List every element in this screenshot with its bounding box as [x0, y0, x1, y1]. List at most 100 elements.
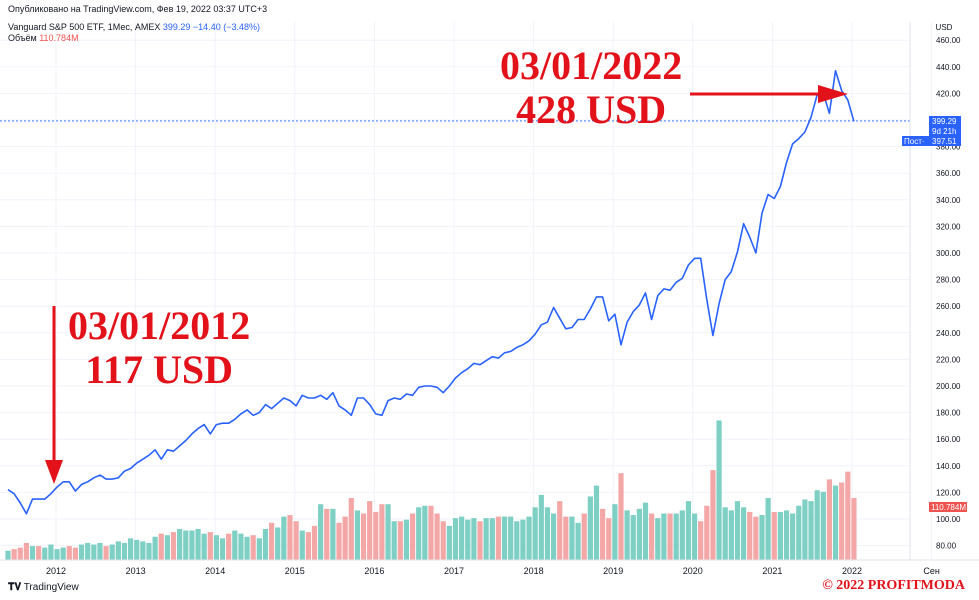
volume-bar [170, 532, 177, 560]
price-tick-label: 380.00 [936, 143, 961, 152]
volume-bar [48, 544, 54, 560]
last-price-countdown: 9d 21h [932, 127, 956, 136]
volume-bar [109, 544, 115, 560]
change-value: −14.40 (−3.48%) [192, 22, 260, 32]
volume-bar [698, 521, 704, 560]
volume-bar [134, 539, 140, 560]
volume-bar [691, 513, 698, 560]
volume-bar [91, 544, 97, 560]
volume-bar [281, 516, 287, 560]
brand-label: TradingView [23, 582, 79, 593]
price-tick-label: 80.00 [936, 542, 957, 551]
volume-bar [250, 535, 256, 560]
volume-bar [771, 511, 777, 560]
volume-bar [72, 547, 79, 560]
volume-bar [452, 518, 459, 560]
volume-bar [336, 522, 342, 560]
volume-bar [704, 505, 710, 560]
price-tick-label: 180.00 [936, 409, 961, 418]
volume-bar [78, 544, 85, 560]
volume-bar [796, 505, 802, 560]
volume-bar [624, 510, 630, 560]
volume-label[interactable]: Объём [8, 33, 37, 43]
prev-close-tag-bg [902, 136, 961, 146]
tradingview-brand[interactable]: 𝐓𝐕 TradingView [8, 582, 79, 593]
volume-bar [820, 491, 826, 560]
volume-bar [851, 498, 857, 560]
volume-bar [207, 532, 213, 560]
volume-bar [324, 508, 330, 560]
volume-bar [661, 513, 667, 560]
volume-bar [195, 529, 201, 560]
copyright: © 2022 PROFITMODA [822, 578, 965, 593]
volume-bar [501, 516, 508, 560]
volume-bar [667, 513, 673, 560]
volume-bar [201, 533, 207, 560]
time-tick-label: 2012 [46, 566, 66, 576]
price-line [7, 70, 855, 515]
time-tick-label: 2018 [524, 566, 544, 576]
price-tick-label: 440.00 [936, 63, 961, 72]
time-tick-label: 2016 [364, 566, 384, 576]
volume-bar [11, 549, 17, 560]
volume-bar [256, 538, 262, 560]
prev-close-label: Пост· [904, 137, 925, 146]
volume-bar [728, 510, 734, 560]
volume-bar [226, 533, 232, 560]
volume-bar [446, 525, 452, 560]
volume-bar [802, 499, 808, 560]
volume-bar [826, 479, 833, 560]
legend-volume-row: Объём 110.784M [8, 33, 79, 43]
volume-bar [373, 511, 379, 560]
volume-tag-value: 110.784M [931, 503, 966, 512]
published-label: Опубликовано на TradingView.com, Фев 19,… [8, 4, 268, 14]
price-tick-label: 300.00 [936, 249, 961, 258]
volume-bar [722, 507, 728, 560]
price-tick-label: 260.00 [936, 302, 961, 311]
volume-bar [189, 530, 195, 560]
price-tick-label: 320.00 [936, 222, 961, 231]
volume-bar [318, 504, 324, 560]
volume-bar [600, 508, 606, 560]
volume-bar [367, 501, 373, 560]
grid [0, 22, 933, 560]
symbol-name[interactable]: Vanguard S&P 500 ETF, 1Мес, AMEX [8, 22, 161, 32]
start-arrow-head [45, 460, 63, 484]
volume-bar [103, 546, 109, 560]
volume-bar [538, 494, 544, 560]
volume-bar [495, 516, 501, 560]
volume-bar [36, 546, 42, 560]
volume-bar [85, 542, 91, 560]
volume-bar [642, 502, 649, 560]
volume-bar [550, 513, 557, 560]
volume-bar [434, 513, 440, 560]
volume-bar [649, 513, 655, 560]
volume-bar [575, 522, 581, 560]
volume-tag-bg [929, 502, 967, 512]
last-price-tag-bg [929, 116, 961, 138]
volume-bar [581, 513, 587, 560]
volume-bar [790, 513, 796, 560]
price-tick-label: 420.00 [936, 89, 961, 98]
volume-bar [520, 519, 526, 560]
volume-bar [115, 541, 121, 560]
volume-bar [747, 511, 753, 560]
volume-bar [655, 518, 661, 560]
volume-bar [17, 547, 23, 560]
volume-bar [342, 516, 348, 560]
tradingview-logo-icon: 𝐓𝐕 [8, 582, 22, 593]
volume-bar [422, 505, 428, 560]
volume-bar [354, 510, 361, 560]
volume-bar [54, 549, 60, 560]
volume-bar [765, 498, 771, 560]
volume-bar [146, 542, 152, 560]
volume-bar [630, 515, 636, 560]
volume-bar [177, 529, 183, 560]
volume-bar [164, 535, 170, 560]
volume-bar [287, 515, 293, 560]
time-axis: 2012 2013 2014 2015 2016 2017 2018 2019 2020 2021… [46, 566, 940, 576]
start-date: 03/01/2012 [68, 303, 251, 348]
volume-bar [483, 518, 489, 560]
